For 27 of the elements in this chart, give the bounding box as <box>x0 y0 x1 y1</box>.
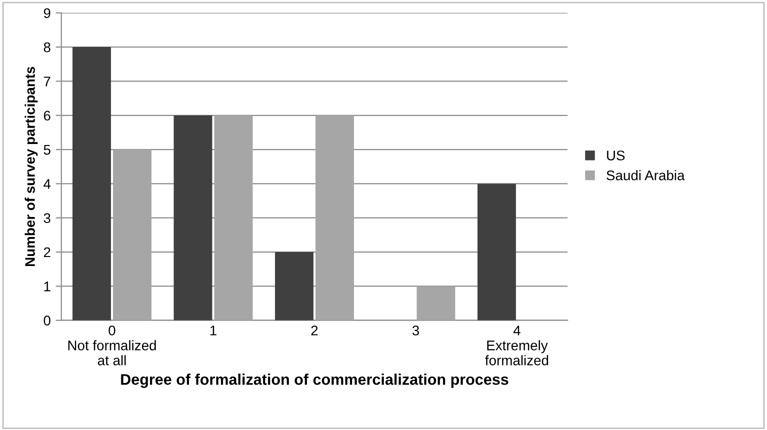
y-tick-label: 1 <box>44 282 50 292</box>
y-tick-label: 6 <box>44 110 50 121</box>
y-tick-label: 8 <box>44 42 50 52</box>
y-tick-label: 7 <box>44 76 50 86</box>
y-tick-label: 4 <box>44 179 51 189</box>
bar <box>214 115 253 320</box>
bar <box>174 115 212 320</box>
bar <box>477 184 516 320</box>
y-tick-label: 2 <box>44 247 50 258</box>
x-tick-label: 0 Not formalized at all <box>68 326 156 366</box>
legend-label: Saudi Arabia <box>606 170 685 180</box>
y-tick-label: 5 <box>44 145 50 155</box>
bar <box>416 286 456 320</box>
x-tick-label: 3 <box>412 326 419 336</box>
x-tick-label: 1 <box>210 326 216 336</box>
y-tick-label: 0 <box>44 316 50 326</box>
legend-label: US <box>607 150 625 160</box>
y-tick-label: 3 <box>44 213 50 224</box>
bar <box>112 150 152 320</box>
y-tick-label: 9 <box>44 8 50 18</box>
bar <box>274 252 314 320</box>
x-tick-label: 4 Extremely formalized <box>485 326 548 366</box>
y-axis-title: Number of survey participants <box>24 66 38 266</box>
bar <box>72 47 111 320</box>
x-axis-title: Degree of formalization of commercialization process <box>121 374 508 388</box>
bar <box>315 115 354 320</box>
x-tick-label: 2 <box>311 326 318 336</box>
